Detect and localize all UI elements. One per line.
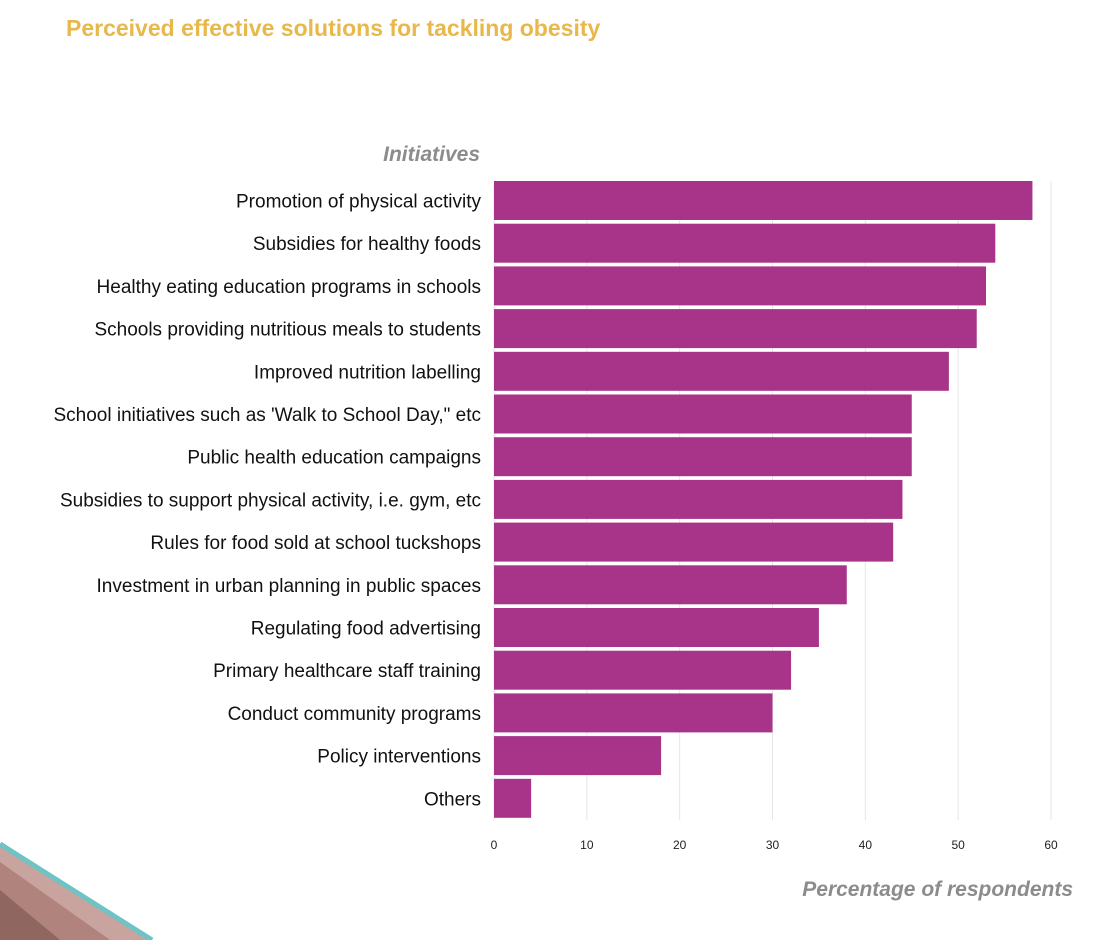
x-tick-label: 40 <box>859 838 873 852</box>
x-tick-label: 60 <box>1044 838 1058 852</box>
x-tick-label: 10 <box>580 838 594 852</box>
category-label: Improved nutrition labelling <box>254 362 481 383</box>
x-tick-label: 20 <box>673 838 687 852</box>
category-label: Promotion of physical activity <box>236 192 481 213</box>
x-tick-label: 0 <box>491 838 498 852</box>
category-label: Public health education campaigns <box>187 448 481 469</box>
category-label: Subsidies for healthy foods <box>253 234 481 255</box>
category-label: Subsidies to support physical activity, … <box>60 490 481 511</box>
category-label: Healthy eating education programs in sch… <box>97 277 481 298</box>
bar <box>494 650 792 690</box>
x-tick-labels: 0 10 20 30 40 50 60 <box>491 838 1058 852</box>
bar <box>494 693 773 733</box>
x-axis-title: Percentage of respondents <box>802 878 1073 901</box>
category-label: Investment in urban planning in public s… <box>97 576 481 597</box>
category-label: Regulating food advertising <box>251 619 481 640</box>
bar <box>494 479 903 519</box>
bar <box>494 736 662 776</box>
decorative-photo-corner <box>0 841 154 940</box>
x-tick-label: 50 <box>951 838 965 852</box>
bar <box>494 394 912 434</box>
bar <box>494 223 996 263</box>
bar <box>494 181 1033 220</box>
x-tick-label: 30 <box>766 838 780 852</box>
chart-title: Perceived effective solutions for tackli… <box>66 15 601 41</box>
category-label: Schools providing nutritious meals to st… <box>94 320 481 341</box>
bar <box>494 522 894 562</box>
category-label: Policy interventions <box>317 747 481 768</box>
category-label: Others <box>424 789 481 810</box>
bar <box>494 309 977 349</box>
bar <box>494 351 949 391</box>
y-axis-title: Initiatives <box>383 143 480 166</box>
category-label: School initiatives such as 'Walk to Scho… <box>54 405 482 426</box>
category-label: Conduct community programs <box>228 704 481 725</box>
category-label: Rules for food sold at school tuckshops <box>150 533 481 554</box>
bar <box>494 565 847 605</box>
category-labels: Promotion of physical activity Subsidies … <box>54 192 482 811</box>
category-label: Primary healthcare staff training <box>213 661 481 682</box>
bars <box>494 181 1033 818</box>
bar <box>494 266 987 306</box>
bar <box>494 608 819 647</box>
bar <box>494 778 532 818</box>
bar <box>494 437 912 477</box>
